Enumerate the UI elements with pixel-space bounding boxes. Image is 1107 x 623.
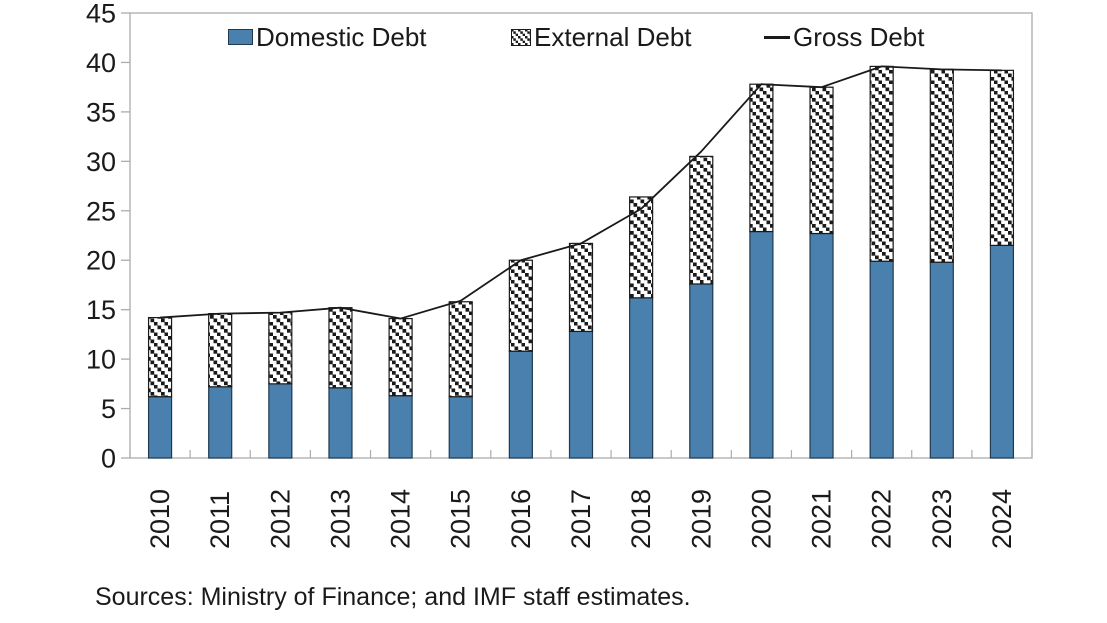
bar-2014-domestic-debt [388,395,413,459]
bar-2012-domestic-debt [268,383,293,459]
y-axis-tick-label-45: 45 [86,0,116,29]
bar-2015-domestic-debt [448,396,473,459]
bar-2012-external-debt [268,312,293,385]
legend-item-gross-debt: Gross Debt [764,22,925,52]
y-axis-tick-label-25: 25 [86,196,116,226]
x-axis-label-2022: 2022 [867,489,897,549]
source-note: Sources: Ministry of Finance; and IMF st… [95,583,691,611]
x-axis-label-2014: 2014 [386,489,416,549]
bar-2019-domestic-debt [689,283,714,459]
x-axis-label-2016: 2016 [506,489,536,549]
x-axis-label-2012: 2012 [265,489,295,549]
bar-2016-external-debt [508,259,533,352]
bar-2010-external-debt [147,316,173,398]
bar-2020-external-debt [749,83,774,233]
y-axis-tick-label-20: 20 [86,246,116,276]
x-axis-label-2021: 2021 [807,489,837,549]
bar-2017-domestic-debt [568,330,594,459]
bar-2013-external-debt [328,307,353,389]
x-axis-label-2020: 2020 [746,489,776,549]
bar-2013-domestic-debt [328,387,353,459]
bar-2018-external-debt [629,196,654,299]
y-axis-tick-label-35: 35 [86,97,116,127]
y-axis-tick-label-30: 30 [86,147,116,177]
bar-2016-domestic-debt [508,350,533,459]
x-axis-label-2015: 2015 [446,489,476,549]
y-axis-tick-label-40: 40 [86,48,116,78]
x-axis-label-2013: 2013 [325,489,355,549]
x-axis-label-2010: 2010 [145,489,175,549]
y-axis-tick-label-0: 0 [101,444,116,474]
legend-label-gross-debt: Gross Debt [793,21,925,52]
bar-2011-domestic-debt [208,386,233,459]
legend-item-external-debt: External Debt [511,22,692,52]
bar-2018-domestic-debt [629,297,654,459]
y-axis-tick-label-5: 5 [101,394,116,424]
legend-label-external-debt: External Debt [534,21,692,52]
x-axis-label-2011: 2011 [205,491,235,549]
bar-2022-domestic-debt [869,260,894,459]
x-axis-label-2017: 2017 [566,489,596,549]
bar-2017-external-debt [568,242,594,333]
bar-2019-external-debt [689,155,714,285]
gross-debt-line-swatch-icon [764,35,790,39]
x-axis-label-2018: 2018 [626,489,656,549]
x-axis-label-2024: 2024 [987,489,1017,549]
legend-item-domestic-debt: Domestic Debt [228,22,427,52]
bar-2023-external-debt [929,68,954,263]
x-axis-label-2019: 2019 [686,489,716,549]
gross-debt-line [160,65,1002,320]
bar-2022-external-debt [869,65,894,262]
bar-2024-external-debt [989,69,1015,246]
bar-2024-domestic-debt [989,244,1015,459]
external-debt-hatch-swatch-icon [511,22,531,53]
bar-2021-external-debt [809,86,834,235]
bar-2015-external-debt [448,301,473,398]
chart-legend: Domestic Debt External Debt Gross Debt [0,0,1107,60]
bar-2011-external-debt [208,313,233,388]
x-axis-label-2023: 2023 [927,489,957,549]
bar-2010-domestic-debt [147,396,173,459]
bar-2023-domestic-debt [929,261,954,459]
y-axis-tick-label-10: 10 [86,345,116,375]
bar-2020-domestic-debt [749,230,774,459]
legend-label-domestic-debt: Domestic Debt [256,21,427,52]
bar-2014-external-debt [388,317,413,397]
bar-2021-domestic-debt [809,232,834,459]
domestic-debt-swatch-icon [228,29,253,45]
y-axis-tick-label-15: 15 [86,295,116,325]
